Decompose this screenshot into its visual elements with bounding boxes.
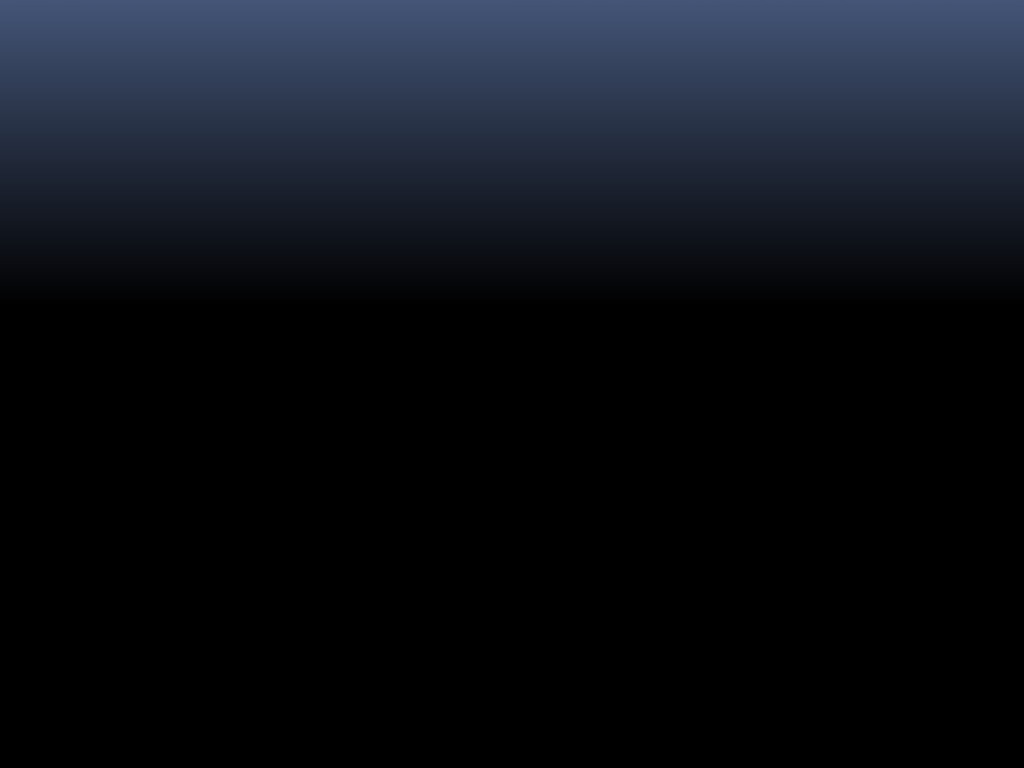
Text: 40.10: 40.10 xyxy=(818,382,890,406)
Bar xyxy=(672,375,902,415)
Text: Crude Protein (CP): Crude Protein (CP) xyxy=(207,303,438,326)
Bar xyxy=(147,327,158,343)
Bar xyxy=(672,575,902,615)
Bar xyxy=(196,375,672,415)
Bar xyxy=(196,254,672,294)
Text: Dry Matter (DM): Dry Matter (DM) xyxy=(207,222,411,246)
Text: 22.39: 22.39 xyxy=(818,303,890,326)
Bar xyxy=(147,345,158,361)
Bar xyxy=(672,495,902,535)
Bar xyxy=(196,415,672,455)
Text: 90.99: 90.99 xyxy=(818,262,890,286)
Text: Phosphorus (P): Phosphorus (P) xyxy=(207,584,395,607)
Bar xyxy=(196,575,672,615)
Bar xyxy=(196,495,672,535)
Bar xyxy=(672,415,902,455)
Text: *On dry matter basis except for DM: *On dry matter basis except for DM xyxy=(351,636,698,654)
Bar xyxy=(196,214,672,254)
Text: Total Ash (TA): Total Ash (TA) xyxy=(207,423,378,447)
Bar xyxy=(196,334,672,375)
Bar xyxy=(196,455,672,495)
Bar xyxy=(196,535,672,575)
Text: Calcium (Ca): Calcium (Ca) xyxy=(207,543,368,568)
Text: 16.27: 16.27 xyxy=(818,463,890,487)
Text: 89.56: 89.56 xyxy=(818,222,890,246)
Text: Acid Insoluble Ash (AIA): Acid Insoluble Ash (AIA) xyxy=(207,503,505,527)
Text: 0.56: 0.56 xyxy=(835,543,890,568)
Text: Nitrogen Free Extract (NFE): Nitrogen Free Extract (NFE) xyxy=(207,463,551,487)
Text: 3.63: 3.63 xyxy=(835,503,890,527)
Text: Ether Extract (EE): Ether Extract (EE) xyxy=(207,343,431,366)
Text: Crude Fibre (CF): Crude Fibre (CF) xyxy=(207,382,411,406)
Bar xyxy=(196,174,902,214)
Text: 12.23: 12.23 xyxy=(818,343,890,366)
Bar xyxy=(672,254,902,294)
Bar xyxy=(672,294,902,334)
Bar xyxy=(196,294,672,334)
Bar xyxy=(672,535,902,575)
Bar xyxy=(158,327,168,343)
Text: Chemical composition of DTP: Chemical composition of DTP xyxy=(118,107,932,154)
Bar xyxy=(672,214,902,254)
Text: 0.48: 0.48 xyxy=(834,584,890,607)
Text: 9.01: 9.01 xyxy=(835,423,890,447)
Text: DTP: DTP xyxy=(756,180,818,208)
Bar xyxy=(672,334,902,375)
Text: Organic Matter (OM): Organic Matter (OM) xyxy=(207,262,464,286)
Text: Nutrient: Nutrient xyxy=(369,180,500,208)
Bar xyxy=(672,455,902,495)
Bar xyxy=(147,364,158,435)
Bar xyxy=(196,174,902,615)
